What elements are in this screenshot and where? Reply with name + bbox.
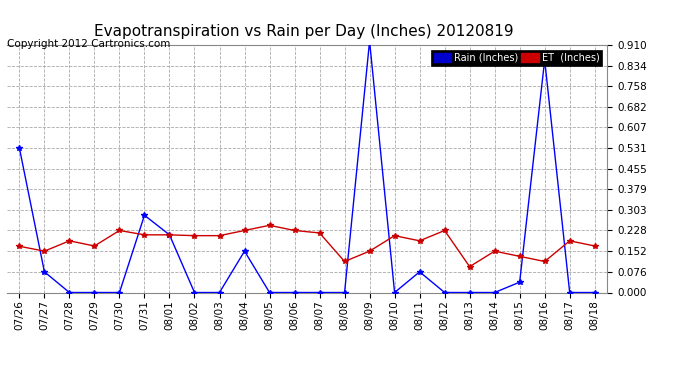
Text: Evapotranspiration vs Rain per Day (Inches) 20120819: Evapotranspiration vs Rain per Day (Inch…: [94, 24, 513, 39]
Legend: Rain (Inches), ET  (Inches): Rain (Inches), ET (Inches): [431, 50, 602, 66]
Text: Copyright 2012 Cartronics.com: Copyright 2012 Cartronics.com: [7, 39, 170, 50]
